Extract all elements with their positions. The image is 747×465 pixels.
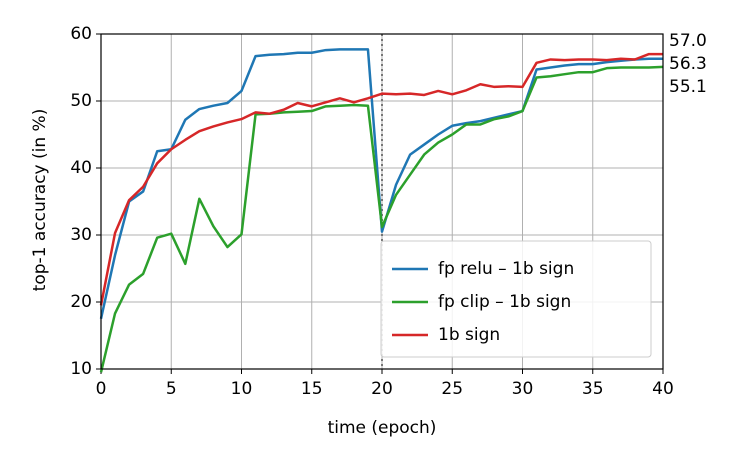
x-tick-label: 35 — [582, 379, 604, 399]
legend-label: 1b sign — [438, 325, 500, 345]
y-tick-label: 40 — [70, 158, 92, 178]
legend-label: fp clip – 1b sign — [438, 292, 571, 312]
x-tick-label: 5 — [166, 379, 177, 399]
x-axis-label: time (epoch) — [328, 418, 437, 438]
x-tick-label: 10 — [231, 379, 253, 399]
series-line — [99, 65, 664, 373]
annotation: 56.3 — [669, 54, 707, 74]
x-tick-label: 30 — [512, 379, 534, 399]
series-line — [99, 48, 663, 320]
x-tick-label: 25 — [441, 379, 463, 399]
legend-label: fp relu – 1b sign — [438, 259, 574, 279]
x-tick-label: 20 — [371, 379, 393, 399]
x-tick-label: 0 — [96, 379, 107, 399]
annotation: 55.1 — [669, 77, 707, 97]
y-tick-label: 60 — [70, 24, 92, 44]
x-tick-label: 40 — [652, 379, 674, 399]
y-tick-label: 20 — [70, 292, 92, 312]
y-tick-label: 30 — [70, 225, 92, 245]
legend-box — [380, 240, 652, 358]
annotation: 57.0 — [669, 31, 707, 51]
plot-frame — [100, 33, 664, 370]
y-axis-label: top-1 accuracy (in %) — [30, 109, 50, 292]
x-tick-label: 15 — [301, 379, 323, 399]
y-tick-label: 50 — [70, 91, 92, 111]
series-line — [99, 52, 663, 306]
y-tick-label: 10 — [70, 359, 92, 379]
